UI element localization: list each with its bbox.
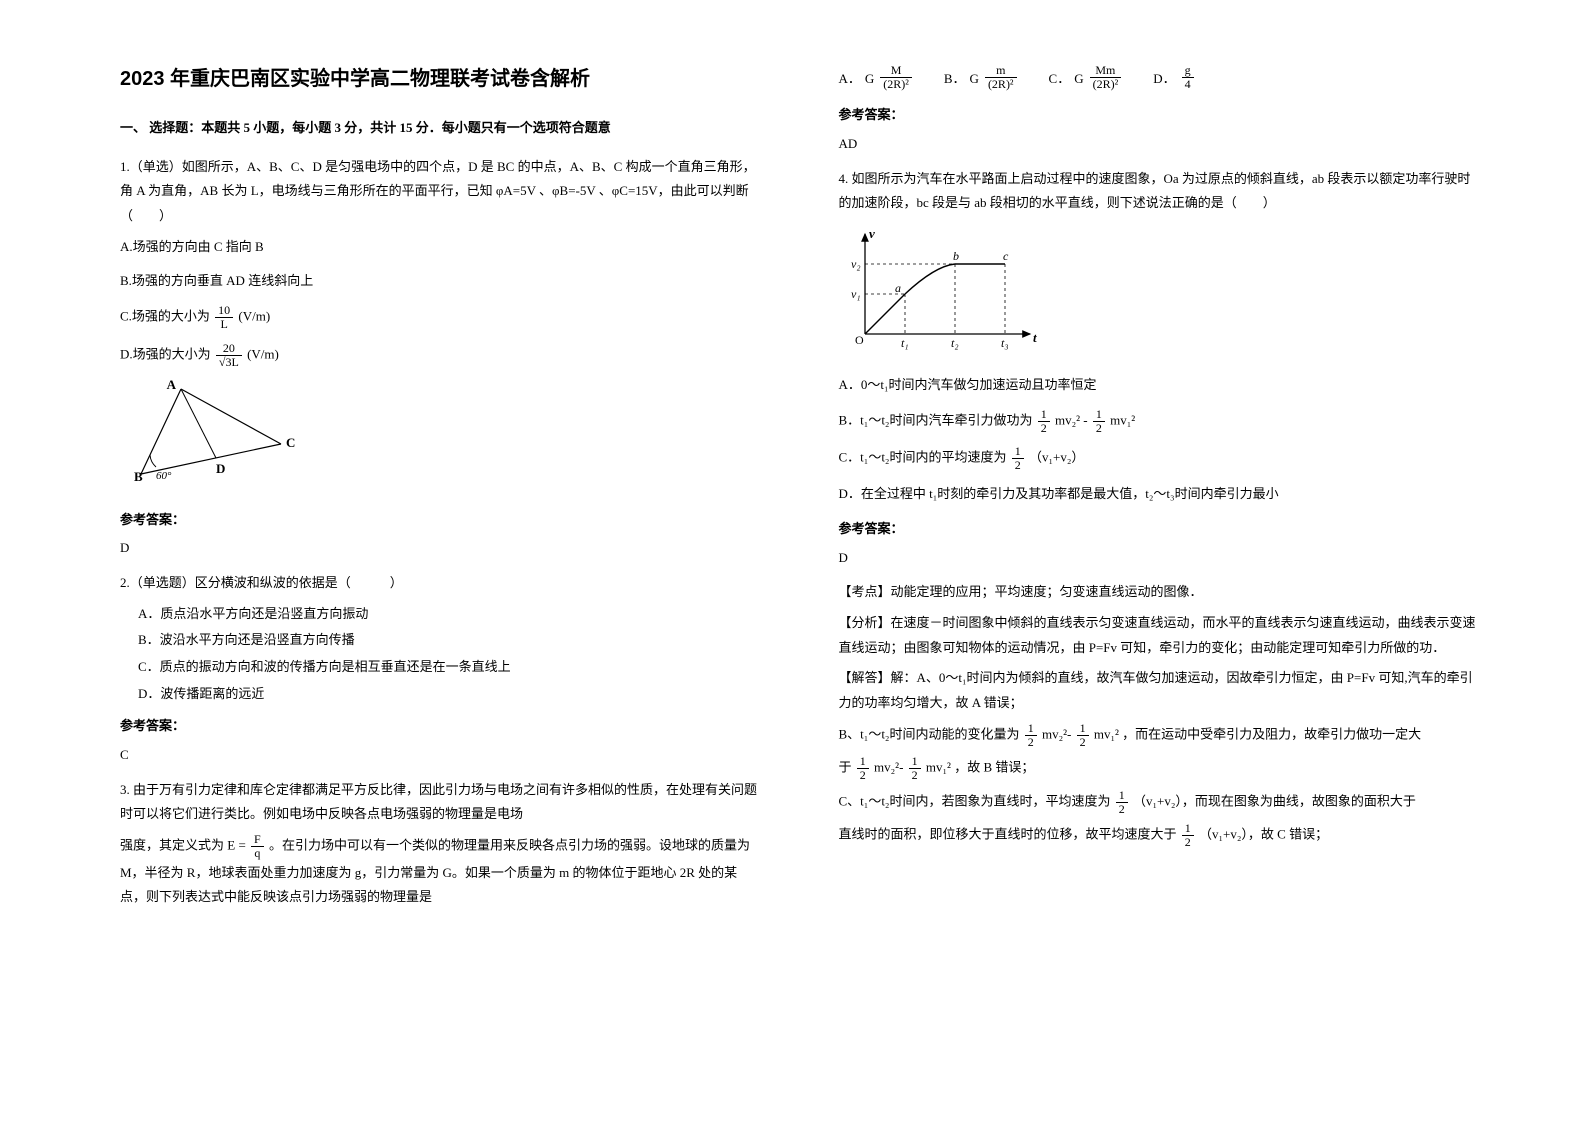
q4-opt-c: C．t₁～t₂时间内的平均速度为 12 （v₁+v₂） bbox=[839, 445, 1478, 472]
q4-figure: O v t a b c v₁ v₂ t₁ t₂ t₃ bbox=[845, 224, 1478, 363]
q4-answer: D bbox=[839, 546, 1478, 571]
q4-jd-b2: 于 12 mv₂²- 12 mv₁² ，故 B 错误； bbox=[839, 755, 1478, 782]
q4-jd-c1: C、t₁～t₂时间内，若图象为直线时，平均速度为 12 （v₁+v₂），而现在图… bbox=[839, 789, 1478, 816]
q4-opt-d: D．在全过程中 t₁时刻的牵引力及其功率都是最大值，t₂～t₃时间内牵引力最小 bbox=[839, 482, 1478, 507]
q3-options: A． G M(2R)² B． G m(2R)² C． G Mm(2R)² D． … bbox=[839, 64, 1478, 91]
q3-opt-a: A． G M(2R)² bbox=[839, 64, 914, 91]
q1-optc-frac: 10 L bbox=[215, 304, 233, 331]
q4-jd-c2: 直线时的面积，即位移大于直线时的位移，故平均速度大于 12 （v₁+v₂），故 … bbox=[839, 822, 1478, 849]
question-3: 3. 由于万有引力定律和库仑定律都满足平方反比律，因此引力场与电场之间有许多相似… bbox=[120, 778, 759, 910]
q1-figure: A B C D 60° bbox=[126, 379, 759, 498]
q1-optd-suf: (V/m) bbox=[247, 346, 279, 361]
q4-jd-a: 【解答】解：A、0～t₁时间内为倾斜的直线，故汽车做匀加速运动，因故牵引力恒定，… bbox=[839, 666, 1478, 715]
q4-fenxi: 【分析】在速度－时间图象中倾斜的直线表示匀变速直线运动，而水平的直线表示匀速直线… bbox=[839, 611, 1478, 660]
q4-ans-label: 参考答案： bbox=[839, 517, 1478, 542]
q1-opt-b: B.场强的方向垂直 AD 连线斜向上 bbox=[120, 269, 759, 294]
q1-optd-frac: 20 √3L bbox=[216, 342, 242, 369]
svg-text:D: D bbox=[216, 461, 225, 476]
left-column: 2023 年重庆巴南区实验中学高二物理联考试卷含解析 一、 选择题：本题共 5 … bbox=[100, 60, 799, 1082]
q3-p1: 3. 由于万有引力定律和库仑定律都满足平方反比律，因此引力场与电场之间有许多相似… bbox=[120, 778, 759, 827]
svg-text:v₂: v₂ bbox=[851, 257, 861, 271]
q1-ans-label: 参考答案： bbox=[120, 508, 759, 533]
svg-text:60°: 60° bbox=[156, 470, 172, 482]
q4-stem: 4. 如图所示为汽车在水平路面上启动过程中的速度图象，Oa 为过原点的倾斜直线，… bbox=[839, 167, 1478, 216]
svg-text:A: A bbox=[167, 379, 177, 392]
q3-eq-frac: F q bbox=[251, 833, 264, 860]
q4-opt-b: B．t₁～t₂时间内汽车牵引力做功为 12 mv₂² - 12 mv₁² bbox=[839, 408, 1478, 435]
svg-text:t₂: t₂ bbox=[951, 336, 959, 350]
q2-opt-d: D．波传播距离的远近 bbox=[138, 682, 759, 707]
q2-opt-c: C．质点的振动方向和波的传播方向是相互垂直还是在一条直线上 bbox=[138, 655, 759, 680]
q3-answer: AD bbox=[839, 132, 1478, 157]
q2-opt-a: A．质点沿水平方向还是沿竖直方向振动 bbox=[138, 602, 759, 627]
q1-optc-suf: (V/m) bbox=[238, 309, 270, 324]
svg-text:t: t bbox=[1033, 330, 1037, 345]
svg-text:v: v bbox=[869, 226, 875, 241]
q2-opt-b: B．波沿水平方向还是沿竖直方向传播 bbox=[138, 628, 759, 653]
question-4: 4. 如图所示为汽车在水平路面上启动过程中的速度图象，Oa 为过原点的倾斜直线，… bbox=[839, 167, 1478, 507]
q1-optc-pre: C.场强的大小为 bbox=[120, 309, 210, 324]
svg-text:t₃: t₃ bbox=[1001, 336, 1009, 350]
section-1-head: 一、 选择题：本题共 5 小题，每小题 3 分，共计 15 分．每小题只有一个选… bbox=[120, 116, 759, 141]
q4-jd-b1: B、t₁～t₂时间内动能的变化量为 12 mv₂²- 12 mv₁² ，而在运动… bbox=[839, 722, 1478, 749]
svg-text:c: c bbox=[1003, 249, 1009, 263]
q4-kaodian: 【考点】动能定理的应用；平均速度；匀变速直线运动的图像． bbox=[839, 580, 1478, 605]
svg-text:b: b bbox=[953, 249, 959, 263]
q1-opt-d: D.场强的大小为 20 √3L (V/m) bbox=[120, 342, 759, 369]
svg-text:a: a bbox=[895, 281, 901, 295]
q2-ans-label: 参考答案： bbox=[120, 714, 759, 739]
q3-opt-b: B． G m(2R)² bbox=[944, 64, 1019, 91]
q1-opt-a: A.场强的方向由 C 指向 B bbox=[120, 235, 759, 260]
right-column: A． G M(2R)² B． G m(2R)² C． G Mm(2R)² D． … bbox=[799, 60, 1498, 1082]
q1-opt-c: C.场强的大小为 10 L (V/m) bbox=[120, 304, 759, 331]
q2-answer: C bbox=[120, 743, 759, 768]
svg-text:C: C bbox=[286, 435, 295, 450]
question-2: 2.（单选题）区分横波和纵波的依据是（ ） A．质点沿水平方向还是沿竖直方向振动… bbox=[120, 571, 759, 706]
svg-text:B: B bbox=[134, 469, 143, 484]
q2-stem: 2.（单选题）区分横波和纵波的依据是（ ） bbox=[120, 571, 759, 596]
svg-text:v₁: v₁ bbox=[851, 287, 861, 301]
q1-optd-pre: D.场强的大小为 bbox=[120, 346, 211, 361]
q1-stem: 1.（单选）如图所示，A、B、C、D 是匀强电场中的四个点，D 是 BC 的中点… bbox=[120, 155, 759, 229]
q3-opt-d: D． g4 bbox=[1153, 64, 1195, 91]
q3-ans-label: 参考答案： bbox=[839, 103, 1478, 128]
q1-answer: D bbox=[120, 536, 759, 561]
svg-text:t₁: t₁ bbox=[901, 336, 909, 350]
question-1: 1.（单选）如图所示，A、B、C、D 是匀强电场中的四个点，D 是 BC 的中点… bbox=[120, 155, 759, 498]
q3-p2: 强度，其定义式为 E = F q 。在引力场中可以有一个类似的物理量用来反映各点… bbox=[120, 833, 759, 910]
q4-opt-a: A．0～t₁时间内汽车做匀加速运动且功率恒定 bbox=[839, 373, 1478, 398]
svg-text:O: O bbox=[855, 333, 864, 347]
page-title: 2023 年重庆巴南区实验中学高二物理联考试卷含解析 bbox=[120, 60, 759, 98]
q3-opt-c: C． G Mm(2R)² bbox=[1049, 64, 1124, 91]
